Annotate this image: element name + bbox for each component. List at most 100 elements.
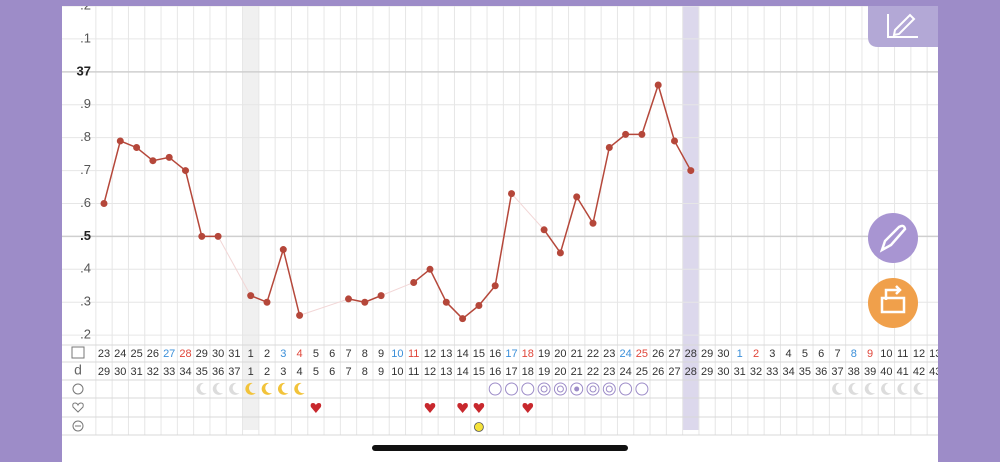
temperature-point — [247, 292, 255, 300]
date-label: 12 — [424, 348, 436, 360]
button-bg — [868, 213, 918, 263]
cycle-day-label: 34 — [782, 366, 794, 378]
temperature-point — [540, 226, 548, 234]
temperature-point — [198, 232, 206, 240]
date-label: 30 — [717, 348, 729, 360]
cycle-day-label: 20 — [554, 366, 566, 378]
date-label: 3 — [280, 348, 286, 360]
cycle-day-label: 21 — [571, 366, 583, 378]
left-border — [0, 0, 62, 462]
row-label: d — [74, 362, 82, 378]
date-label: 23 — [98, 348, 110, 360]
temperature-segment — [494, 193, 513, 286]
date-label: 17 — [505, 348, 517, 360]
cycle-day-label: 15 — [473, 366, 485, 378]
date-label: 27 — [668, 348, 680, 360]
date-label: 1 — [248, 348, 254, 360]
y-tick-label: 37 — [77, 63, 91, 78]
cycle-day-label: 33 — [163, 366, 175, 378]
date-label: 13 — [440, 348, 452, 360]
date-label: 6 — [818, 348, 824, 360]
today-column — [682, 6, 699, 430]
temperature-point — [149, 157, 157, 165]
date-label: 3 — [769, 348, 775, 360]
cycle-start-column — [242, 6, 259, 430]
y-tick-label: .1 — [80, 30, 91, 45]
cycle-day-label: 13 — [440, 366, 452, 378]
y-tick-label: .8 — [80, 129, 91, 144]
date-label: 16 — [489, 348, 501, 360]
date-label: 11 — [408, 348, 419, 360]
temperature-point — [654, 81, 662, 89]
temperature-point — [589, 219, 597, 227]
cycle-day-label: 12 — [424, 366, 436, 378]
date-label: 2 — [753, 348, 759, 360]
heart — [310, 403, 322, 413]
mucus-icon — [635, 382, 649, 396]
cycle-day-label: 24 — [619, 366, 631, 378]
temperature-segment — [511, 193, 545, 231]
mucus-icon — [570, 382, 584, 396]
y-tick-label: .3 — [80, 294, 91, 309]
temperature-point — [279, 246, 287, 254]
temperature-point — [573, 193, 581, 201]
date-label: 5 — [802, 348, 808, 360]
temperature-point — [687, 167, 695, 175]
mucus-icon — [521, 382, 535, 396]
heart — [473, 403, 485, 413]
date-label: 29 — [701, 348, 713, 360]
cycle-day-label: 16 — [489, 366, 501, 378]
mucus-icon — [553, 382, 567, 396]
chart: .2.137.9.8.7.6.5.4.3.2d23292430253126322… — [62, 0, 944, 436]
temperature-point — [100, 199, 108, 207]
edit-button[interactable] — [868, 213, 918, 263]
mucus-icon-inner — [556, 385, 564, 393]
temperature-point — [377, 292, 385, 300]
cycle-day-label: 32 — [750, 366, 762, 378]
date-label: 23 — [603, 348, 615, 360]
date-label: 26 — [147, 348, 159, 360]
date-label: 4 — [297, 348, 303, 360]
date-label: 28 — [685, 348, 697, 360]
chart-settings-button[interactable] — [868, 6, 938, 47]
moon-icon — [212, 382, 224, 395]
temperature-segment — [184, 170, 203, 237]
moon-icon — [294, 382, 305, 395]
temperature-segment — [299, 298, 349, 316]
date-label: 31 — [228, 348, 240, 360]
temperature-point — [459, 315, 467, 323]
date-label: 7 — [345, 348, 351, 360]
temperature-segment — [641, 84, 659, 135]
cycle-day-label: 19 — [538, 366, 550, 378]
temperature-point — [116, 137, 124, 145]
temperature-point — [671, 137, 678, 145]
temperature-segment — [266, 249, 285, 303]
target-icon — [72, 383, 84, 395]
mucus-icon-inner — [605, 385, 613, 393]
date-label: 6 — [329, 348, 335, 360]
cycle-day-label: 7 — [345, 366, 351, 378]
date-label: 24 — [114, 348, 126, 360]
share-button[interactable] — [868, 278, 918, 328]
cycle-day-label: 31 — [130, 366, 142, 378]
cycle-day-label: 27 — [668, 366, 680, 378]
cycle-day-label: 3 — [280, 366, 286, 378]
calendar-icon — [71, 346, 85, 359]
temperature-segment — [478, 285, 496, 306]
date-label: 30 — [212, 348, 224, 360]
temperature-segment — [217, 236, 252, 296]
temperature-point — [491, 282, 499, 290]
date-label: 19 — [538, 348, 550, 360]
icon — [880, 296, 906, 314]
temperature-point — [182, 167, 189, 175]
date-label: 18 — [522, 348, 534, 360]
date-label: 9 — [378, 348, 384, 360]
date-label: 15 — [473, 348, 485, 360]
date-label: 29 — [196, 348, 208, 360]
cycle-day-label: 37 — [228, 366, 240, 378]
cycle-day-label: 5 — [313, 366, 319, 378]
temperature-segment — [103, 140, 122, 204]
temperature-segment — [673, 140, 692, 171]
temperature-point — [361, 298, 369, 306]
date-label: 11 — [897, 348, 908, 360]
